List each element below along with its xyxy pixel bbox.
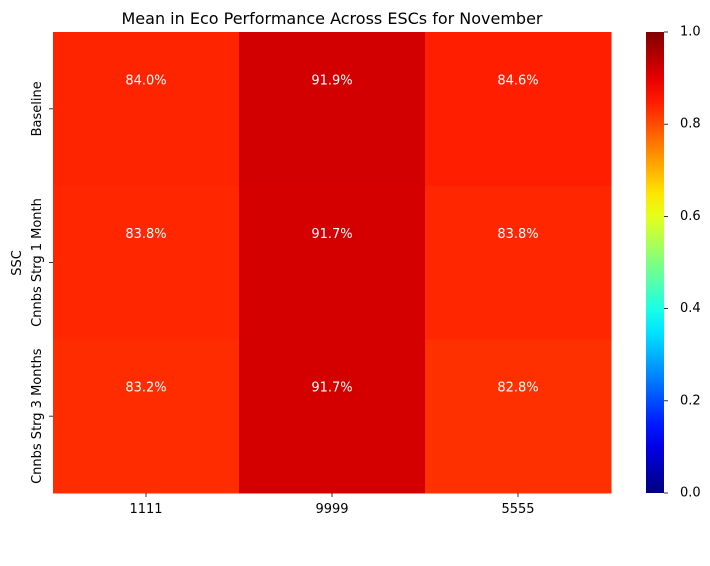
cell-value-label: 83.2% xyxy=(125,381,166,396)
cell-value-label: 84.0% xyxy=(125,73,166,88)
heatmap-cell xyxy=(239,32,426,187)
heatmap-cell xyxy=(53,32,240,187)
cell-value-label: 91.7% xyxy=(311,381,352,396)
chart-title: Mean in Eco Performance Across ESCs for … xyxy=(121,9,542,28)
cell-value-label: 82.8% xyxy=(497,381,538,396)
heatmap-cell xyxy=(53,339,240,494)
cell-value-label: 91.7% xyxy=(311,227,352,242)
colorbar-tick-label: 0.6 xyxy=(680,209,701,224)
heatmap-cell xyxy=(425,32,612,187)
colorbar-tick-label: 0.4 xyxy=(680,301,701,316)
y-tick-label: Cnnbs Strg 1 Month xyxy=(30,198,45,327)
colorbar-tick-label: 1.0 xyxy=(680,25,701,40)
colorbar: 0.0 0.2 0.4 0.6 0.8 1.0 xyxy=(646,25,701,501)
y-axis-label: SSC xyxy=(10,250,25,276)
cell-value-label: 84.6% xyxy=(497,73,538,88)
heatmap-cells xyxy=(53,32,612,494)
heatmap-cell xyxy=(239,339,426,494)
colorbar-tick-label: 0.2 xyxy=(680,393,701,408)
x-tick-label: 1111 xyxy=(129,502,162,517)
cell-value-label: 91.9% xyxy=(311,73,352,88)
heatmap-cell xyxy=(239,185,426,340)
heatmap-cell xyxy=(53,185,240,340)
y-axis-ticks: Baseline Cnnbs Strg 1 Month Cnnbs Strg 3 M… xyxy=(30,81,53,484)
heatmap-cell-labels: 84.0% 91.9% 84.6% 83.8% 91.7% 83.8% 83.2% 91.7%… xyxy=(125,73,538,395)
x-tick-label: 9999 xyxy=(315,502,348,517)
colorbar-tick-label: 0.8 xyxy=(680,117,701,132)
x-tick-label: 5555 xyxy=(501,502,534,517)
x-axis-ticks: 1111 9999 5555 xyxy=(129,493,535,517)
y-tick-label: Cnnbs Strg 3 Months xyxy=(30,348,45,484)
cell-value-label: 83.8% xyxy=(125,227,166,242)
colorbar-gradient xyxy=(646,32,664,493)
heatmap-cell xyxy=(425,185,612,340)
heatmap-cell xyxy=(425,339,612,494)
cell-value-label: 83.8% xyxy=(497,227,538,242)
y-tick-label: Baseline xyxy=(30,81,45,136)
colorbar-tick-label: 0.0 xyxy=(680,486,701,501)
